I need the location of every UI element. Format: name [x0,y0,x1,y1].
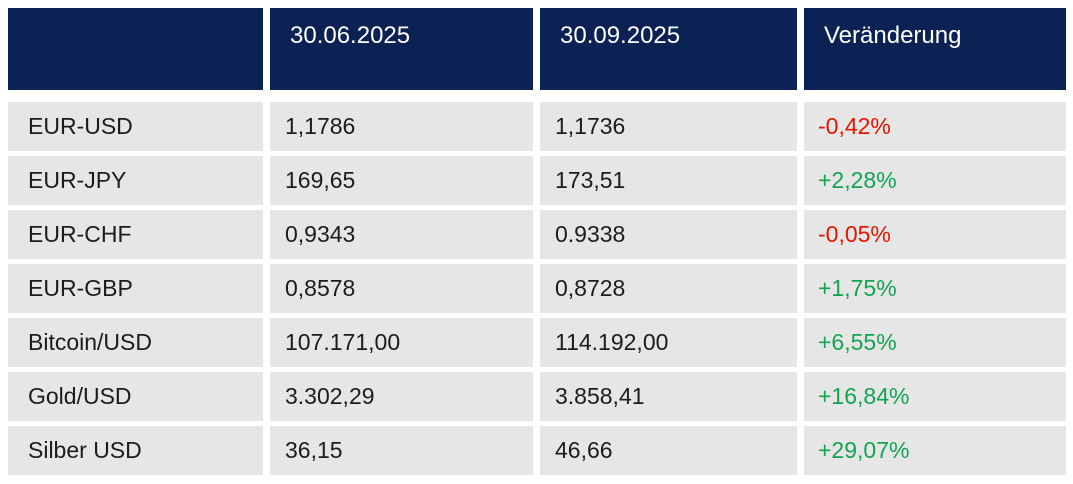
change-percentage: +6,55% [804,318,1066,367]
value-30-09-2025: 173,51 [540,156,797,205]
header-cell-date-30-06-2025: 30.06.2025 [270,8,533,90]
instrument-label: EUR-CHF [8,210,263,259]
change-percentage: +1,75% [804,264,1066,313]
value-30-06-2025: 3.302,29 [270,372,533,421]
change-percentage: -0,42% [804,102,1066,151]
value-30-06-2025: 36,15 [270,426,533,475]
value-30-09-2025: 3.858,41 [540,372,797,421]
value-30-06-2025: 169,65 [270,156,533,205]
change-percentage: +16,84% [804,372,1066,421]
rates-table: 30.06.2025 30.09.2025 Veränderung EUR-US… [8,8,1066,475]
value-30-09-2025: 46,66 [540,426,797,475]
table-body: EUR-USD 1,1786 1,1736 -0,42% EUR-JPY 169… [8,102,1066,475]
value-30-06-2025: 107.171,00 [270,318,533,367]
change-percentage: +2,28% [804,156,1066,205]
value-30-06-2025: 0,8578 [270,264,533,313]
header-cell-change: Veränderung [804,8,1066,90]
instrument-label: EUR-USD [8,102,263,151]
value-30-06-2025: 1,1786 [270,102,533,151]
value-30-06-2025: 0,9343 [270,210,533,259]
instrument-label: Bitcoin/USD [8,318,263,367]
header-cell-date-30-09-2025: 30.09.2025 [540,8,797,90]
value-30-09-2025: 1,1736 [540,102,797,151]
change-percentage: -0,05% [804,210,1066,259]
instrument-label: EUR-GBP [8,264,263,313]
value-30-09-2025: 114.192,00 [540,318,797,367]
instrument-label: Silber USD [8,426,263,475]
change-percentage: +29,07% [804,426,1066,475]
header-cell-instrument [8,8,263,90]
value-30-09-2025: 0,8728 [540,264,797,313]
table-header-row: 30.06.2025 30.09.2025 Veränderung [8,8,1066,90]
instrument-label: EUR-JPY [8,156,263,205]
instrument-label: Gold/USD [8,372,263,421]
value-30-09-2025: 0.9338 [540,210,797,259]
